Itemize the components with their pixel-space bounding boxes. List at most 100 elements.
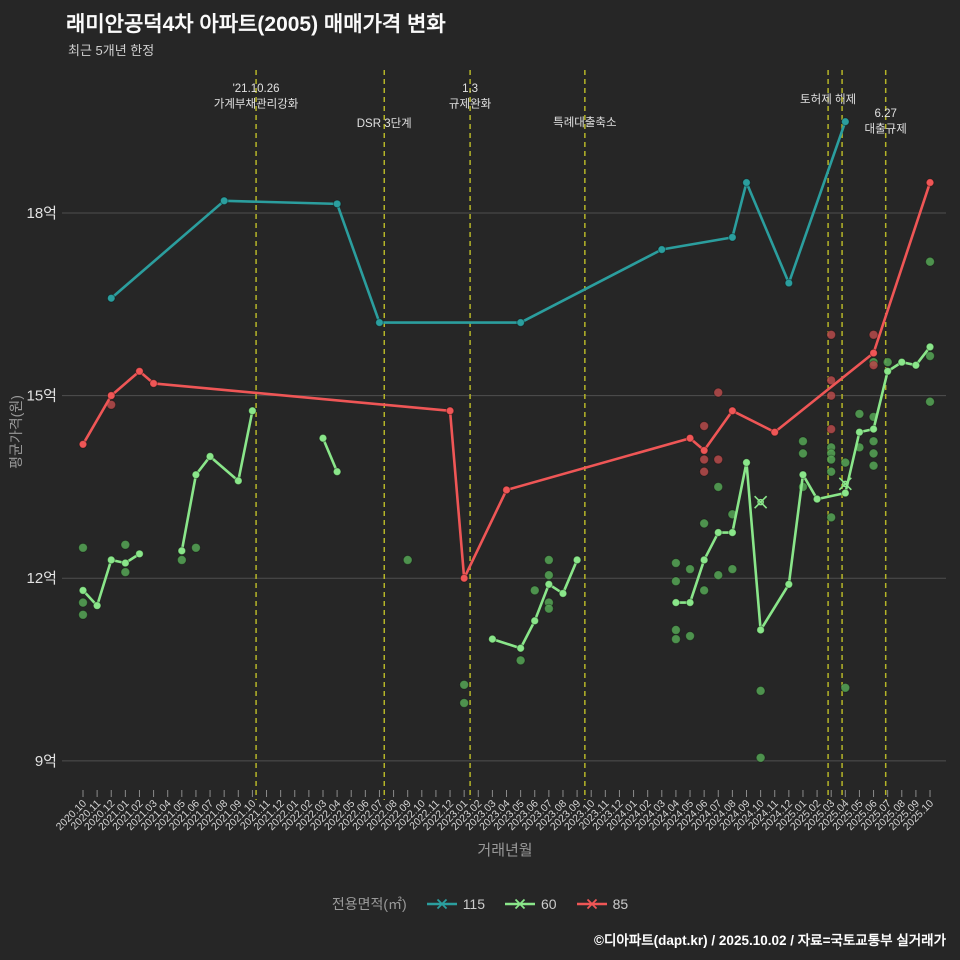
scatter-dot bbox=[925, 396, 935, 407]
line-point bbox=[756, 625, 765, 635]
line-point bbox=[925, 178, 935, 187]
line-point bbox=[488, 634, 497, 644]
scatter-dot bbox=[176, 555, 187, 565]
y-tick-label: 18억 bbox=[27, 205, 58, 222]
y-tick-label: 12억 bbox=[27, 570, 58, 587]
chart-legend: 전용면적(㎡) 115 60 85 bbox=[0, 894, 960, 914]
scatter-dot bbox=[755, 752, 766, 763]
scatter-dot bbox=[699, 518, 710, 529]
x-marker-center bbox=[842, 480, 849, 488]
legend-line-x-icon bbox=[576, 898, 607, 910]
line-point bbox=[572, 555, 582, 565]
scatter-dot bbox=[699, 421, 710, 431]
scatter-dot bbox=[459, 698, 470, 708]
scatter-dot bbox=[826, 466, 837, 477]
scatter-dot bbox=[543, 603, 554, 614]
legend-title: 전용면적(㎡) bbox=[331, 896, 407, 912]
line-point bbox=[812, 494, 822, 504]
scatter-dot bbox=[826, 454, 837, 465]
line-point bbox=[332, 199, 342, 209]
scatter-dot bbox=[868, 329, 879, 340]
line-point bbox=[558, 589, 568, 598]
series-60 bbox=[78, 256, 935, 763]
legend-item-60[interactable]: 60 bbox=[505, 896, 557, 912]
line-point bbox=[728, 233, 737, 242]
scatter-dot bbox=[826, 424, 837, 434]
line-point bbox=[121, 558, 130, 568]
event-label: 가계부채관리강화 bbox=[214, 98, 299, 111]
line-point bbox=[869, 348, 878, 358]
line-point bbox=[92, 601, 102, 610]
line-point bbox=[841, 117, 850, 126]
line-point bbox=[106, 391, 116, 400]
scatter-dot bbox=[925, 351, 935, 361]
scatter-dot bbox=[699, 454, 710, 465]
legend-line-x-icon bbox=[505, 898, 536, 910]
line-point bbox=[699, 555, 709, 565]
scatter-dot bbox=[882, 357, 893, 368]
scatter-dot bbox=[868, 448, 879, 459]
scatter-dot bbox=[840, 682, 851, 693]
scatter-dot bbox=[713, 387, 724, 398]
scatter-dot bbox=[671, 576, 681, 587]
scatter-dot bbox=[854, 408, 865, 419]
scatter-dot bbox=[671, 634, 681, 644]
event-label: DSR 3단계 bbox=[357, 117, 412, 130]
legend-item-label: 60 bbox=[541, 896, 557, 912]
line-point bbox=[925, 342, 935, 352]
scatter-dot bbox=[826, 512, 837, 523]
line-point bbox=[516, 643, 525, 653]
series-85 bbox=[78, 178, 935, 583]
line-point bbox=[219, 196, 229, 206]
line-point bbox=[205, 452, 215, 461]
scatter-dot bbox=[120, 539, 131, 550]
scatter-dot bbox=[78, 542, 88, 553]
line-point bbox=[149, 379, 158, 388]
legend-item-85[interactable]: 85 bbox=[576, 896, 628, 912]
line-point bbox=[318, 433, 328, 443]
line-point bbox=[177, 546, 187, 556]
scatter-dot bbox=[543, 570, 554, 581]
line-point bbox=[78, 440, 88, 449]
line-point bbox=[516, 318, 525, 327]
line-point bbox=[869, 424, 878, 434]
scatter-dot bbox=[868, 460, 879, 471]
scatter-dot bbox=[671, 558, 681, 568]
scatter-dot bbox=[713, 570, 724, 581]
line-point bbox=[191, 470, 201, 480]
line-point bbox=[784, 580, 794, 589]
line-point bbox=[78, 586, 88, 595]
scatter-dot bbox=[755, 685, 766, 696]
line-point bbox=[742, 458, 751, 467]
legend-item-115[interactable]: 115 bbox=[426, 896, 485, 912]
scatter-dot bbox=[826, 390, 837, 401]
line-point bbox=[911, 360, 921, 370]
line-point bbox=[798, 470, 808, 480]
page-subtitle: 최근 5개년 한정 bbox=[68, 43, 155, 58]
line-point bbox=[728, 528, 737, 537]
page-title: 래미안공덕4차 아파트(2005) 매매가격 변화 bbox=[66, 13, 446, 36]
series-line bbox=[321, 436, 339, 473]
y-grid: 9억 12억 15억 18억 bbox=[27, 205, 946, 770]
scatter-dot bbox=[515, 655, 526, 666]
line-point bbox=[685, 598, 695, 607]
line-point bbox=[855, 427, 864, 437]
scatter-dot bbox=[699, 585, 710, 596]
line-point bbox=[685, 433, 695, 443]
y-tick-label: 9억 bbox=[35, 753, 57, 770]
line-point bbox=[784, 278, 794, 288]
scatter-dot bbox=[120, 567, 131, 578]
scatter-dot bbox=[191, 542, 201, 553]
scatter-dot bbox=[713, 454, 724, 465]
line-point bbox=[375, 318, 384, 327]
line-point bbox=[770, 427, 780, 437]
scatter-dot bbox=[685, 564, 695, 574]
line-point bbox=[530, 616, 540, 626]
line-point bbox=[728, 406, 737, 416]
scatter-dot bbox=[78, 597, 88, 608]
scatter-dot bbox=[529, 585, 540, 596]
scatter-dot bbox=[840, 457, 851, 468]
line-point bbox=[883, 366, 892, 376]
x-axis: 2020.102020.112020.122021.012021.022021.… bbox=[54, 790, 936, 833]
line-point bbox=[544, 580, 554, 589]
